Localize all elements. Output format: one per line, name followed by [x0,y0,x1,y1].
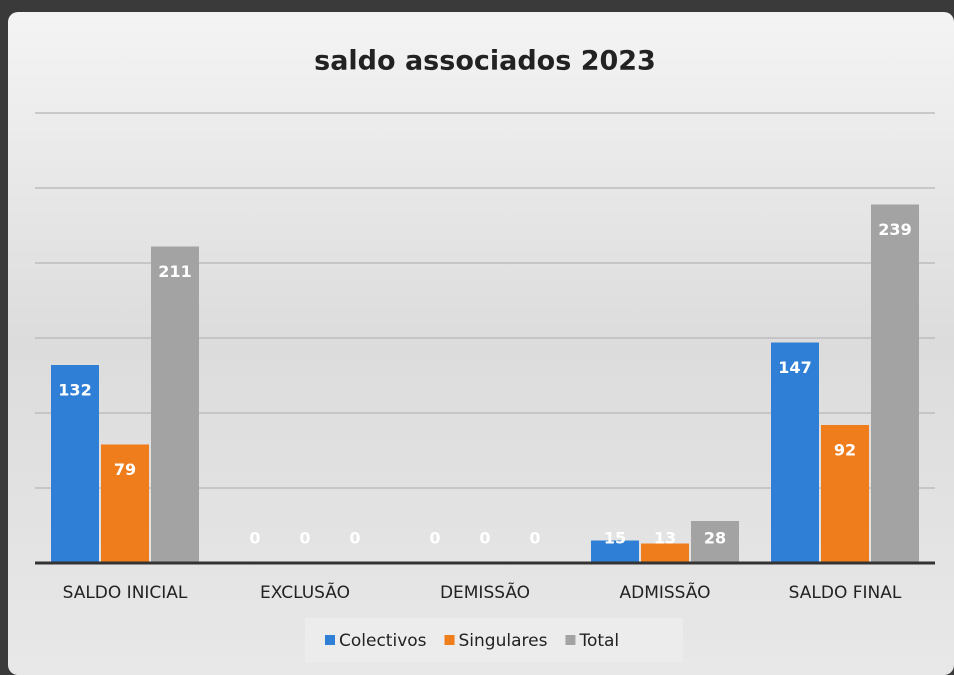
x-tick-label: SALDO FINAL [789,583,902,603]
value-label: 0 [479,529,490,548]
chart-title: saldo associados 2023 [314,46,656,77]
bar [821,425,869,563]
bar [591,540,639,563]
legend-label: Colectivos [339,631,427,651]
value-label: 15 [604,529,626,548]
value-label: 0 [429,529,440,548]
value-label: 147 [778,358,811,377]
chart-panel [8,12,954,675]
value-label: 0 [299,529,310,548]
legend-label: Total [578,631,619,651]
bar [151,246,199,563]
value-label: 28 [704,529,726,548]
x-tick-label: EXCLUSÃO [260,581,350,603]
legend-box [305,618,683,662]
value-label: 0 [349,529,360,548]
bar [51,365,99,563]
value-label: 0 [249,529,260,548]
value-label: 0 [529,529,540,548]
bar [641,543,689,563]
legend-swatch [565,635,576,645]
legend-swatch [444,635,455,645]
bar [101,444,149,563]
bar [691,521,739,563]
value-label: 211 [158,262,191,281]
x-tick-label: DEMISSÃO [440,581,530,603]
legend-swatch [325,635,335,645]
x-tick-label: ADMISSÃO [619,581,710,603]
value-label: 132 [58,381,91,400]
bar [771,342,819,563]
bar [871,204,919,563]
value-label: 239 [878,220,911,239]
legend-label: Singulares [459,631,548,651]
legend [305,618,683,662]
value-label: 13 [654,529,676,548]
x-tick-label: SALDO INICIAL [63,583,188,603]
value-label: 79 [114,460,136,479]
value-label: 92 [834,441,856,460]
